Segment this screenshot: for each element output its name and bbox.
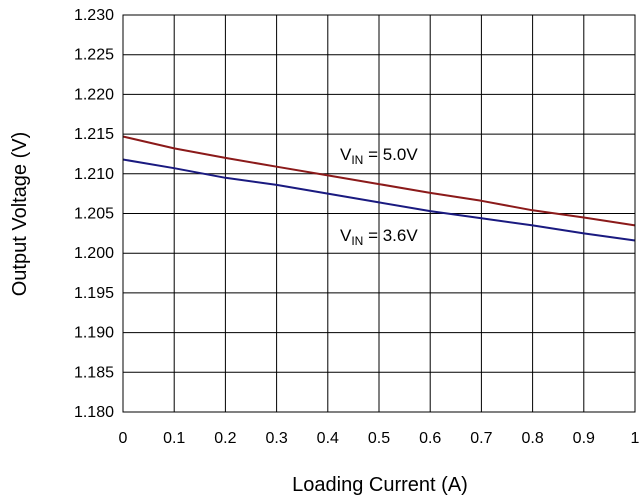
plot-border <box>122 14 636 413</box>
x-tick-label: 0.4 <box>317 430 339 447</box>
annotation-vin-3-6v: VIN = 3.6V <box>340 226 418 248</box>
x-tick-label: 0.1 <box>163 430 185 447</box>
x-axis-title: Loading Current (A) <box>292 474 468 496</box>
annotation-vin-5v: VIN = 5.0V <box>340 145 418 167</box>
x-tick-label: 0.3 <box>265 430 287 447</box>
x-tick-label: 0.6 <box>419 430 441 447</box>
y-tick-label: 1.200 <box>74 245 114 262</box>
series-line-0 <box>122 135 636 227</box>
y-tick-label: 1.180 <box>74 404 114 421</box>
annotation-vin-5v-rest: = 5.0V <box>363 145 418 164</box>
y-tick-label: 1.190 <box>74 325 114 342</box>
y-axis-title: Output Voltage (V) <box>9 132 31 297</box>
y-tick-label: 1.210 <box>74 166 114 183</box>
y-tick-label: 1.195 <box>74 285 114 302</box>
series-line-1 <box>122 158 636 242</box>
annotation-vin-5v-sub: IN <box>351 153 363 167</box>
x-tick-label: 0.9 <box>573 430 595 447</box>
x-tick-label: 0.7 <box>470 430 492 447</box>
x-tick-label: 1 <box>631 430 639 447</box>
x-tick-label: 0 <box>119 430 128 447</box>
y-tick-labels: 1.180 1.185 1.190 1.195 1.200 1.205 1.210 1.215… <box>74 7 114 421</box>
y-tick-label: 1.185 <box>74 364 114 381</box>
y-tick-label: 1.220 <box>74 86 114 103</box>
y-tick-label: 1.205 <box>74 206 114 223</box>
x-tick-label: 0.2 <box>214 430 236 447</box>
y-tick-label: 1.225 <box>74 47 114 64</box>
annotation-vin-5v-main: V <box>340 145 352 164</box>
x-tick-label: 0.8 <box>521 430 543 447</box>
y-tick-label: 1.215 <box>74 126 114 143</box>
x-tick-label: 0.5 <box>368 430 390 447</box>
annotation-vin-3-6v-rest: = 3.6V <box>363 226 418 245</box>
series-lines <box>122 135 636 242</box>
annotation-vin-3-6v-main: V <box>340 226 352 245</box>
y-tick-label: 1.230 <box>74 7 114 24</box>
x-tick-labels: 0 0.1 0.2 0.3 0.4 0.5 0.6 0.7 0.8 0.9 1 <box>119 430 639 447</box>
annotation-vin-3-6v-sub: IN <box>351 234 363 248</box>
